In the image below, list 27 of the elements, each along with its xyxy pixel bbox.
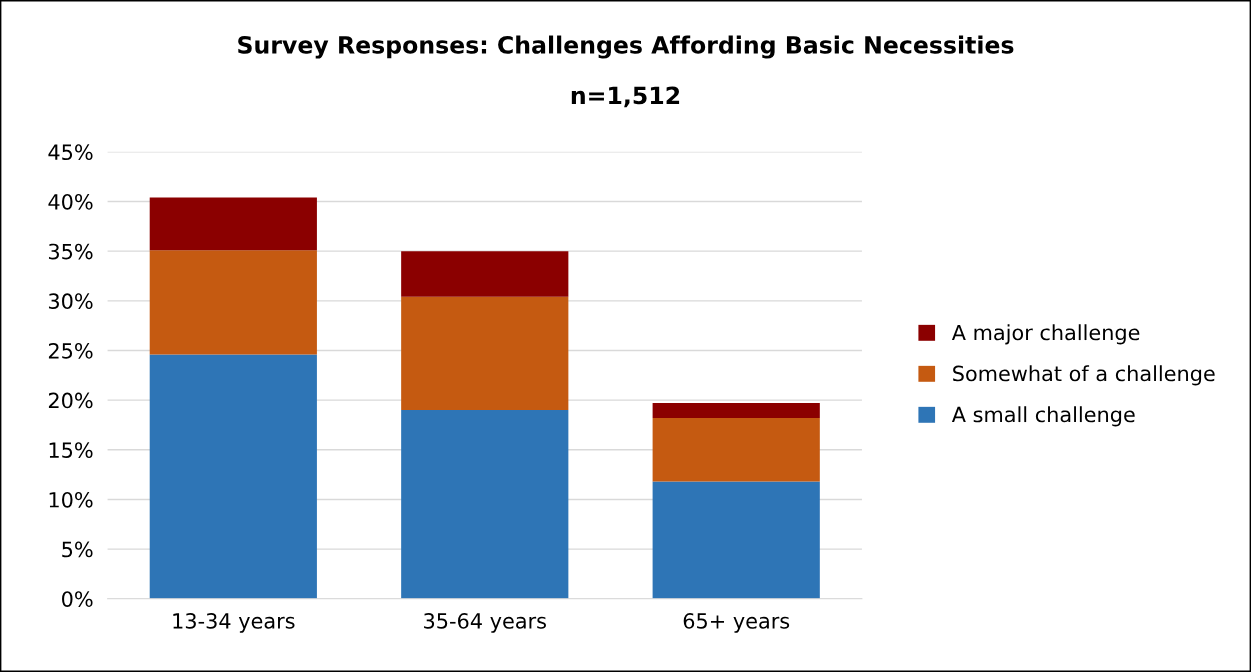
bar: [652, 418, 820, 482]
bar: [149, 197, 317, 251]
y-tick-label: 35%: [48, 243, 93, 260]
bar: [652, 481, 820, 599]
legend-label: Somewhat of a challenge: [953, 365, 1215, 386]
y-tick-label: 0%: [62, 591, 93, 607]
y-tick-label: 5%: [62, 541, 93, 558]
bar: [652, 403, 820, 419]
legend-label: A major challenge: [951, 324, 1140, 345]
y-tick-label: 10%: [49, 491, 93, 508]
y-tick-label: 20%: [48, 392, 93, 409]
bar: [149, 354, 317, 599]
bar: [401, 251, 569, 297]
y-tick-label: 25%: [48, 342, 93, 359]
y-tick-label: 30%: [48, 293, 93, 310]
y-tick-label: 45%: [48, 144, 93, 161]
legend-label: A small challenge: [951, 406, 1135, 427]
x-tick-label: 35-64 years: [424, 613, 546, 633]
bar: [149, 250, 317, 355]
bar: [401, 296, 569, 411]
x-tick-label: 13-34 years: [173, 613, 295, 633]
chart-subtitle: n=1,512: [571, 86, 680, 108]
y-tick-label: 15%: [49, 442, 93, 458]
chart-title: Survey Responses: Challenges Affording Basic Necessities: [238, 35, 1014, 59]
x-tick-label: 65+ years: [683, 613, 790, 633]
bar: [401, 410, 569, 599]
y-tick-label: 40%: [48, 193, 93, 210]
